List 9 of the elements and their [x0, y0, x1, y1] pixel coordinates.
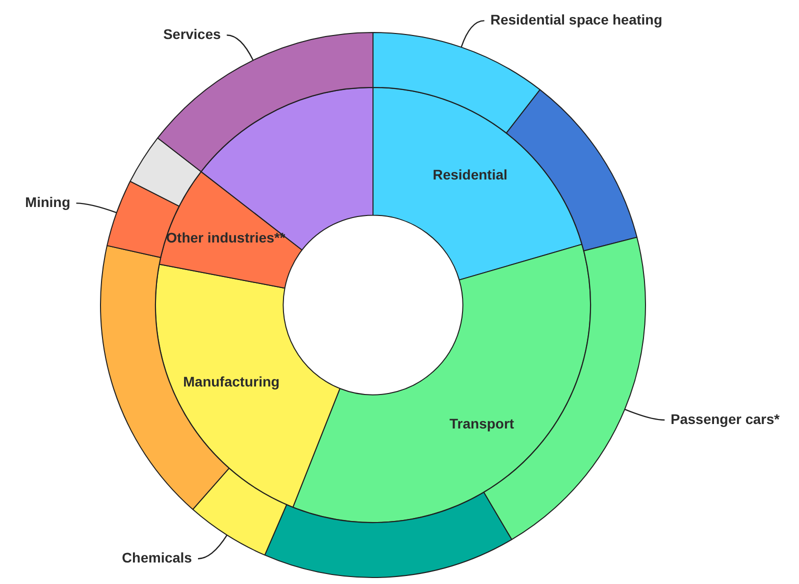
slice-label: Residential space heating [490, 12, 662, 28]
slice-label: Residential [432, 166, 508, 183]
slice-label: Passenger cars* [670, 410, 780, 427]
slice-label: Chemicals [122, 550, 192, 566]
slice-label: Manufacturing [183, 374, 280, 390]
slice-label: Other industries** [166, 229, 286, 246]
slice-label: Mining [25, 194, 70, 210]
slice-label: Transport [450, 415, 514, 432]
slice-label: Services [163, 26, 222, 42]
